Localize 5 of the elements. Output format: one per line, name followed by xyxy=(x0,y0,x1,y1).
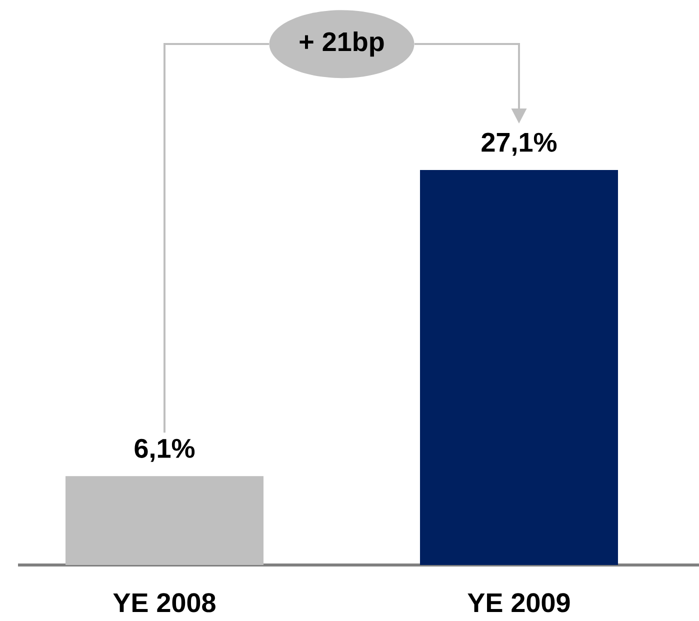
data-label: 27,1% xyxy=(482,132,557,156)
x-tick-label: YE 2009 xyxy=(468,593,570,612)
x-tick-label: YE 2008 xyxy=(113,593,216,612)
data-label: 6,1% xyxy=(134,438,195,462)
text: + 21bp xyxy=(300,31,384,57)
